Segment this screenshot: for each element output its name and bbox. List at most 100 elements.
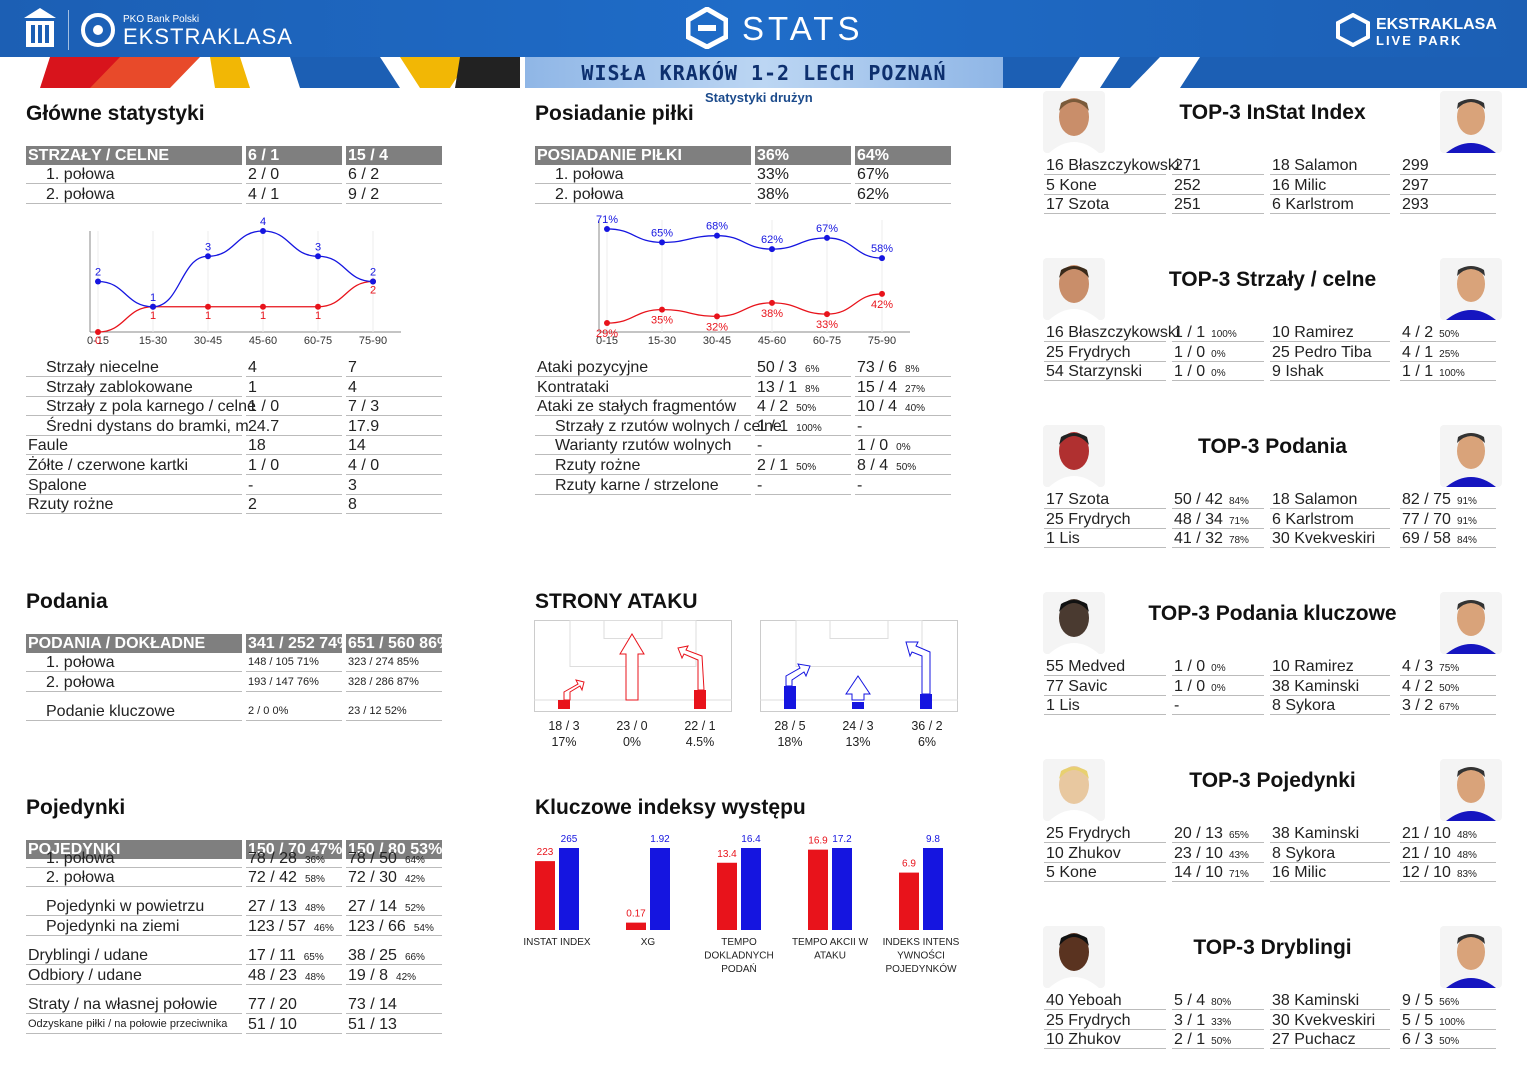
top3-pct: 80% [1211,997,1232,1008]
top3-player: 17 Szota [1044,490,1166,509]
row-home: 1 / 0 [246,456,342,475]
kpi-away-bar [832,848,852,930]
row-away: 8 / 4 50% [855,456,951,475]
row-home-value: 2 / 1 [757,457,789,474]
top3-text: 25 Frydrych [1046,510,1131,528]
home-point [659,306,665,313]
top3-text: 3 / 2 [1402,697,1434,715]
home-point [315,303,321,310]
top3-player: 27 Puchacz [1270,1030,1390,1050]
top3-player: 40 Yeboah [1044,991,1166,1010]
top3-player: 16 Błaszczykowski [1044,323,1179,342]
attack-away-pct: 13% [845,735,871,749]
row-label: 2. połowa [26,185,242,204]
top3-value: 4 / 1 25% [1400,343,1496,362]
header-away: 64% [855,146,951,165]
kpi-away-label: 9.8 [926,834,940,845]
top3-player: 30 Kvekveskiri [1270,1011,1390,1030]
away-point [824,234,830,241]
row-away: 4 [346,378,442,397]
away-data-label: 3 [205,241,211,253]
top3-text: 10 Ramirez [1272,658,1354,675]
top3-player: 30 Kvekveskiri [1270,529,1390,549]
row-home: 38% [755,185,851,204]
row-away-value: 73 / 14 [348,996,397,1013]
top3-text: 41 / 32 [1174,530,1223,548]
top3-text: 1 / 0 [1174,363,1206,381]
top3-value: 41 / 32 78% [1172,529,1264,549]
top3-text: 20 / 13 [1174,825,1223,842]
x-tick-label: 0-15 [596,335,618,347]
main-stats-title: Główne statystyki [26,102,205,125]
row-home-pct: 100% [796,422,822,434]
row-home: 17 / 11 65% [246,946,342,965]
header-label: PODANIA / DOKŁADNE [26,634,242,653]
player-avatar-home [1043,91,1105,153]
home-point [95,329,101,335]
kpi-away-bar [559,848,579,930]
home-point [879,290,885,297]
row-home: - [755,476,851,495]
away-data-label: 71% [596,214,618,226]
row-label: Spalone [26,476,242,495]
top3-pct: 0% [1211,348,1226,360]
away-point [659,239,665,246]
row-home: 51 / 10 [246,1015,342,1034]
x-tick-label: 75-90 [868,335,896,347]
top3-text: 1 Lis [1046,530,1080,548]
attack-away-pct: 18% [777,735,803,749]
player-avatar-home [1043,926,1105,988]
stats-logo-icon [686,7,728,49]
attack-home-count: 22 / 1 [684,719,716,733]
row-label: Strzały z pola karnego / celne [26,397,256,417]
row-away-value: 51 / 13 [348,1016,397,1033]
away-data-label: 2 [370,267,376,279]
kpi-away-label: 265 [561,834,578,845]
subtitle: Statystyki drużyn [705,90,813,105]
header-home: 150 / 70 47% [246,840,343,859]
kpi-category-label: INSTAT INDEX [523,937,591,948]
kpi-category-label: INDEKS INTENS [883,937,960,948]
row-home: 193 / 147 76% [246,673,342,692]
top3-value: 77 / 70 91% [1400,510,1496,529]
top3-player: 10 Ramirez [1270,323,1390,342]
attack-pitch-away [760,620,958,712]
top3-pct: 50% [1439,1036,1460,1048]
row-away: 7 [346,358,442,377]
row-away: - [855,476,951,495]
top3-text: 3 / 1 [1174,1011,1206,1029]
row-away-pct: 40% [905,403,926,415]
row-home-value: 123 / 57 [248,918,306,935]
top3-pct: 0% [1211,663,1226,674]
top3-player: 17 Szota [1044,195,1166,215]
home-data-label: 32% [706,321,728,333]
kpi-away-label: 17.2 [832,834,852,845]
row-away-pct: 50% [896,462,917,473]
row-away-value: 1 / 0 [857,437,889,455]
top3-text: 1 / 0 [1174,677,1206,695]
top3-pct: 67% [1439,702,1460,714]
top3-value: 2 / 1 50% [1172,1030,1264,1050]
top3-text: 4 / 3 [1402,658,1434,675]
row-away: 8 [346,495,442,515]
row-away: 9 / 2 [346,185,442,204]
row-away: 10 / 4 40% [855,397,951,417]
row-label: 2. połowa [535,185,751,204]
player-photo-icon [1049,265,1099,320]
row-label: Pojedynki w powietrzu [26,897,242,916]
row-home: 18 [246,436,342,456]
top3-text: 82 / 75 [1402,491,1451,508]
away-point [205,253,211,260]
top3-text: 77 / 70 [1402,510,1451,528]
row-away: 323 / 274 85% [346,653,442,672]
row-away: 73 / 6 8% [855,358,951,377]
row-away: 4 / 0 [346,456,442,475]
x-tick-label: 15-30 [648,335,676,347]
row-home: 13 / 1 8% [755,378,851,397]
home-data-label: 29% [596,328,618,340]
top3-text: 48 / 34 [1174,510,1223,528]
kpi-category-label: PODAŃ [721,962,757,975]
away-data-label: 68% [706,221,728,233]
top3-player: 8 Sykora [1270,696,1390,716]
home-data-label: 42% [871,299,893,311]
